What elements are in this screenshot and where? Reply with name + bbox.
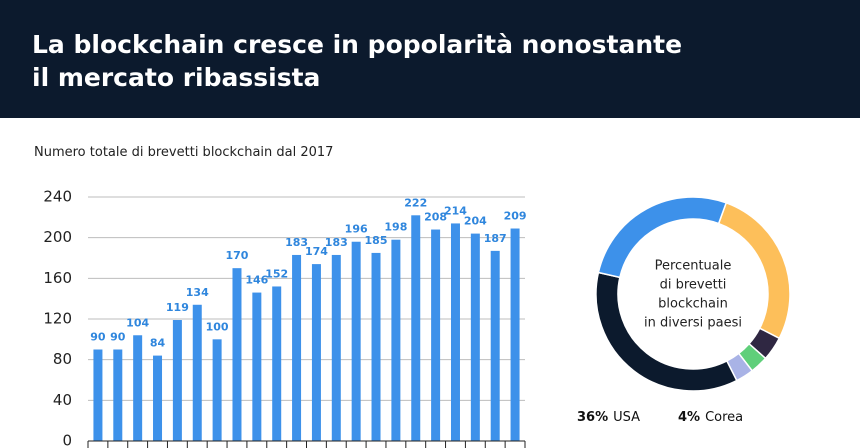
center-text: di brevetti — [660, 278, 727, 293]
y-tick-label: 40 — [53, 391, 72, 409]
y-tick-label: 120 — [43, 310, 72, 328]
value-label: 134 — [186, 286, 209, 299]
bar — [153, 355, 163, 441]
value-label: 187 — [484, 232, 507, 245]
bar — [391, 239, 401, 441]
bar — [252, 292, 262, 441]
value-label: 183 — [285, 236, 308, 249]
value-label: 209 — [504, 210, 527, 223]
bar — [113, 349, 123, 441]
value-label: 222 — [404, 196, 427, 209]
y-tick-label: 0 — [62, 432, 72, 448]
value-label: 90 — [110, 331, 126, 344]
value-label: 146 — [245, 274, 268, 287]
bar — [331, 254, 341, 441]
value-label: 84 — [150, 337, 166, 350]
title-line: il mercato ribassista — [32, 63, 321, 92]
value-label: 152 — [265, 267, 288, 280]
legend-label: Corea — [705, 410, 743, 425]
value-label: 204 — [464, 215, 487, 228]
center-text: in diversi paesi — [644, 316, 742, 331]
title-line: La blockchain cresce in popolarità nonos… — [32, 30, 683, 59]
bar — [311, 264, 321, 441]
bar — [272, 286, 282, 441]
value-label: 174 — [305, 245, 328, 258]
value-label: 185 — [365, 234, 388, 247]
legend-value: 36% — [577, 410, 608, 425]
bar — [212, 339, 222, 441]
value-label: 90 — [90, 331, 106, 344]
bar — [172, 320, 182, 441]
value-label: 104 — [126, 316, 149, 329]
bar — [450, 223, 460, 441]
value-label: 208 — [424, 211, 447, 224]
legend-label: USA — [613, 410, 640, 425]
center-text: Percentuale — [655, 259, 732, 274]
bar — [93, 349, 103, 441]
center-text: blockchain — [658, 297, 728, 312]
bar — [470, 233, 480, 441]
y-tick-label: 200 — [43, 228, 72, 246]
value-label: 198 — [384, 221, 407, 234]
y-tick-label: 240 — [43, 188, 72, 206]
bar — [490, 250, 500, 441]
donut-slice — [597, 196, 728, 279]
bar — [431, 229, 441, 441]
legend-entry: 36% USA — [577, 410, 640, 425]
value-label: 183 — [325, 236, 348, 249]
bar — [192, 304, 202, 441]
y-tick-label: 160 — [43, 269, 72, 287]
legend-value: 4% — [678, 410, 700, 425]
y-tick-label: 80 — [53, 350, 72, 368]
bar — [292, 254, 302, 441]
header: La blockchain cresce in popolarità nonos… — [0, 0, 860, 118]
legend-entry: 4% Corea — [678, 410, 743, 425]
value-label: 170 — [225, 249, 248, 262]
chart-title: Numero totale di brevetti blockchain dal… — [34, 145, 334, 160]
value-label: 100 — [206, 320, 229, 333]
value-label: 196 — [345, 223, 368, 236]
value-label: 214 — [444, 204, 467, 217]
value-label: 119 — [166, 301, 189, 314]
bar — [351, 241, 361, 441]
bar — [371, 252, 381, 441]
bar — [510, 228, 520, 441]
bar — [133, 335, 143, 441]
bar — [411, 215, 421, 441]
bar — [232, 268, 242, 441]
